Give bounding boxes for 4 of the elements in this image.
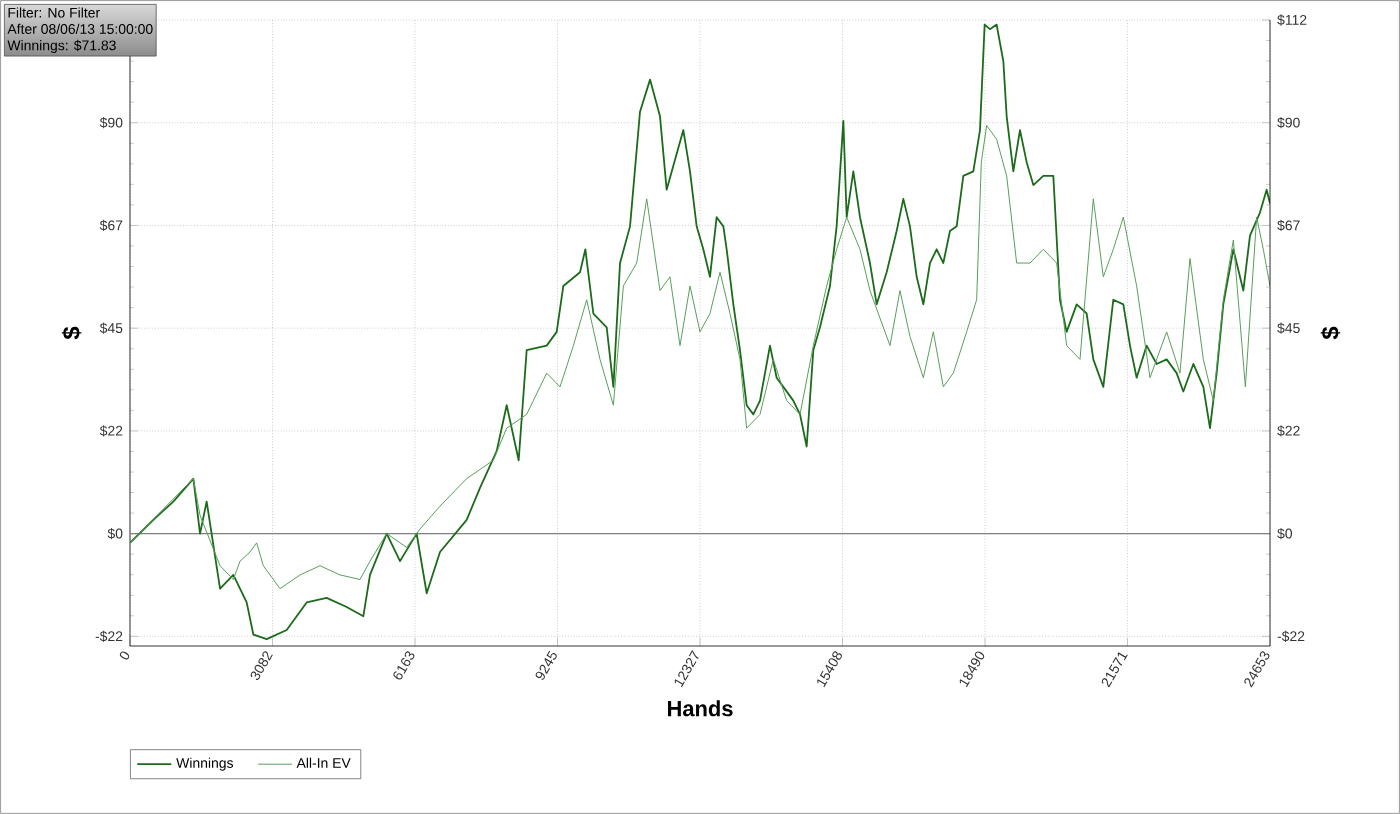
line-series (130, 124, 1271, 590)
y2-axis-title: $ (1320, 326, 1341, 340)
x-axis-title: Hands (667, 700, 733, 717)
y-axis-title: $ (61, 326, 82, 340)
